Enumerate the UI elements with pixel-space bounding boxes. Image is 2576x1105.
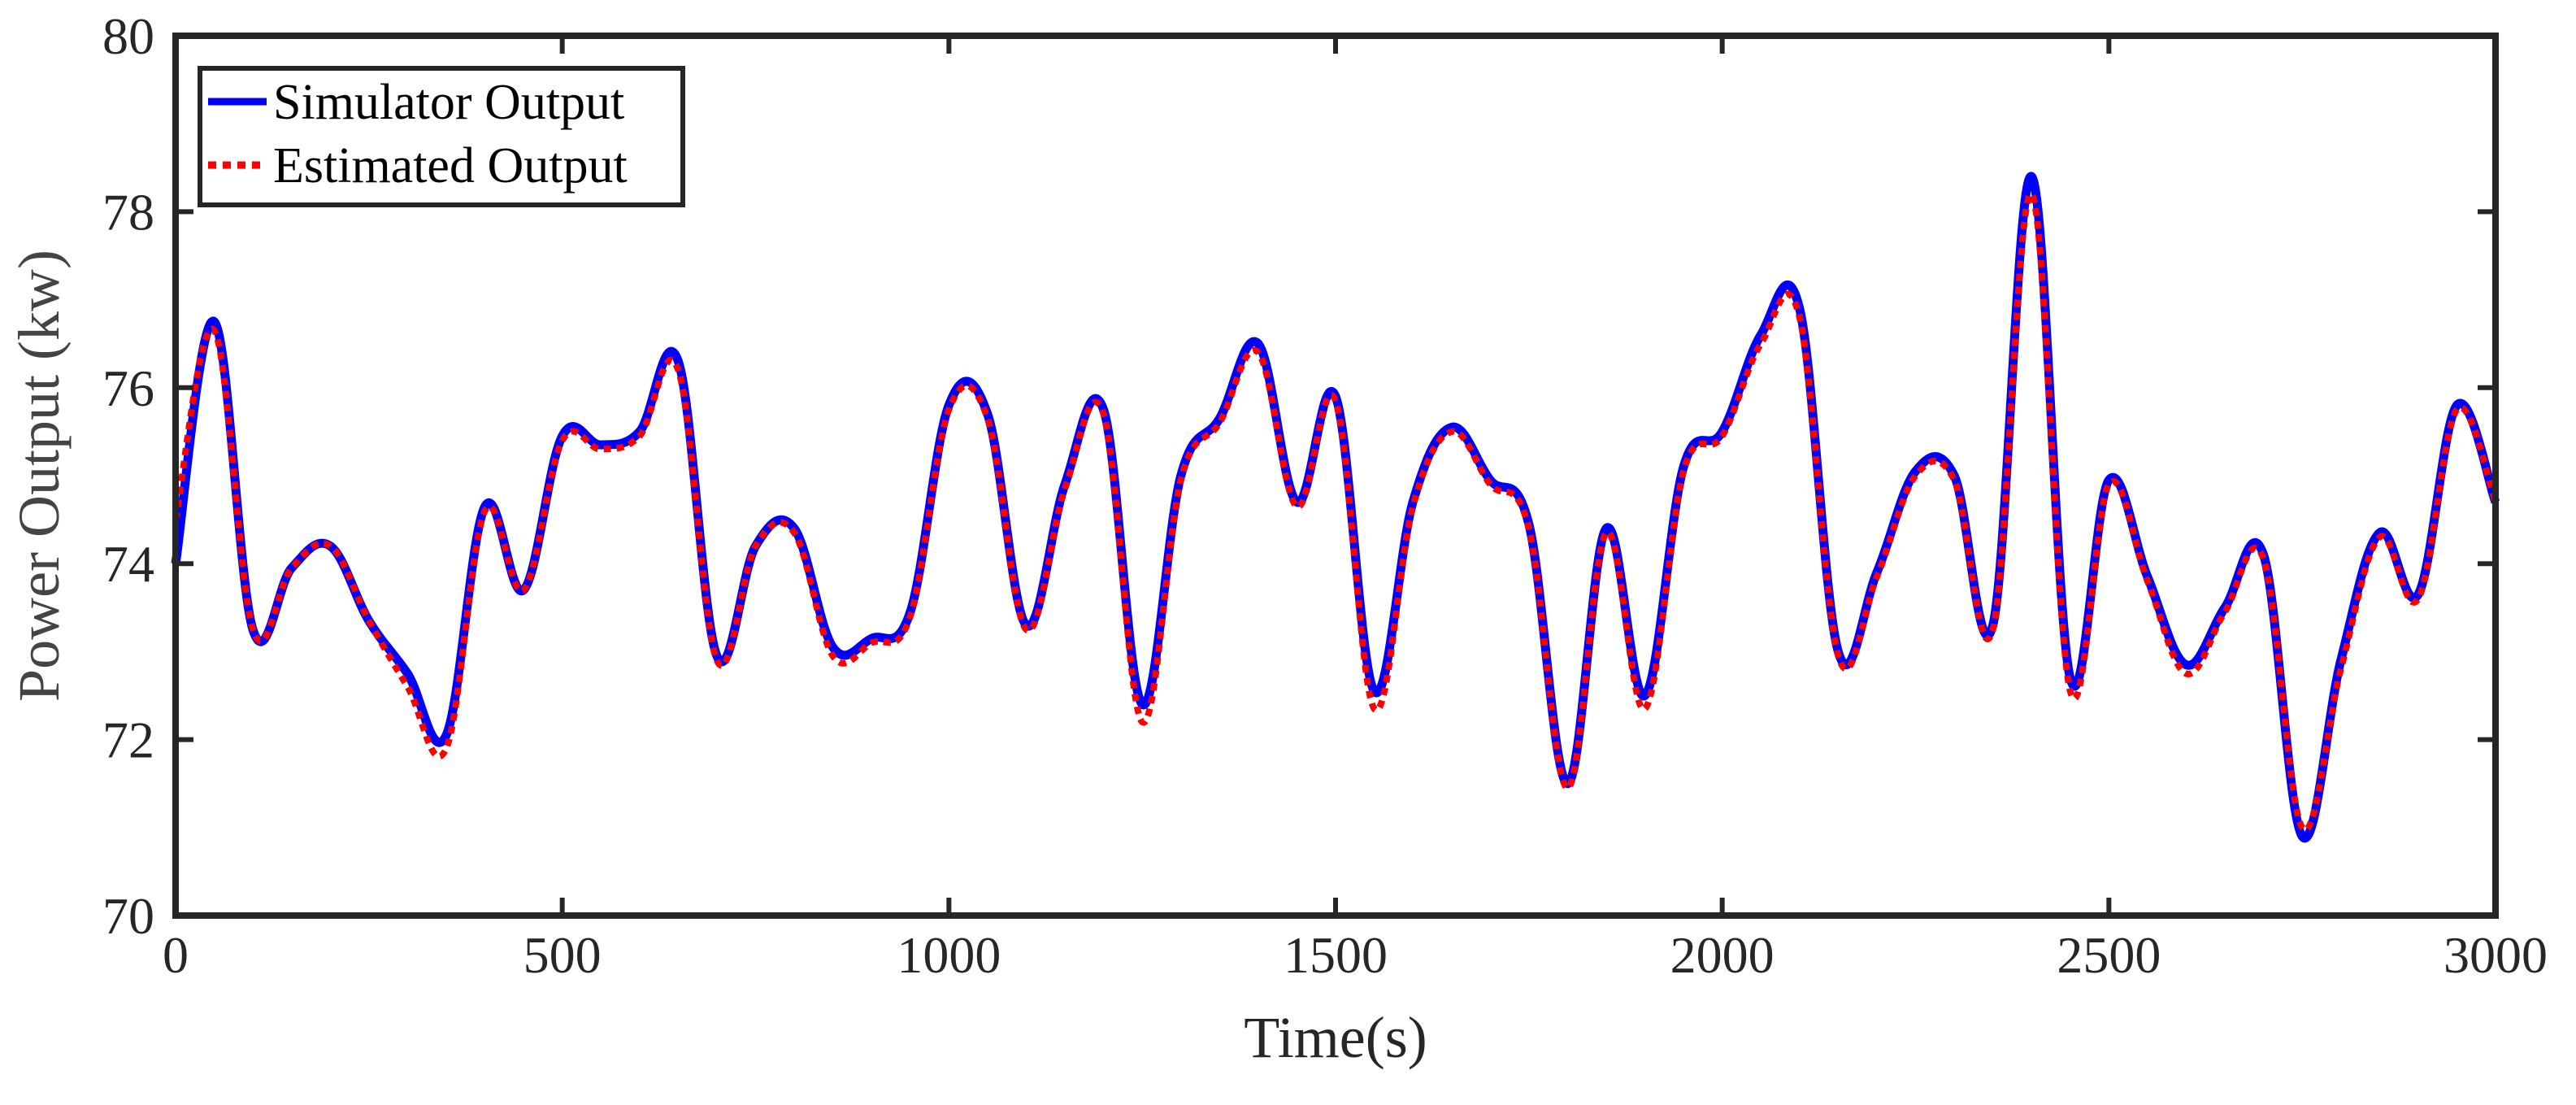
x-tick-label: 2000: [1670, 926, 1775, 984]
series-estimated-output: [172, 190, 2499, 833]
x-tick-label: 2500: [2057, 926, 2161, 984]
y-tick-label: 72: [102, 711, 154, 769]
y-axis-label: Power Output (kw): [7, 250, 72, 702]
x-tick-label: 500: [523, 926, 602, 984]
y-tick-label: 74: [102, 535, 154, 593]
x-tick-label: 0: [163, 926, 189, 984]
legend-box: [198, 66, 685, 207]
x-tick-label: 1000: [897, 926, 1001, 984]
x-tick-label: 3000: [2444, 926, 2548, 984]
x-axis-ticks: 0 500 1000 1500 2000 2500 3000: [163, 36, 2548, 984]
legend-label-simulator: Simulator Output: [273, 75, 624, 130]
y-tick-label: 70: [102, 887, 154, 945]
legend-label-estimated: Estimated Output: [273, 138, 628, 194]
y-tick-label: 76: [102, 359, 154, 417]
y-axis-ticks: 70 72 74 76 78 80: [102, 7, 2496, 945]
y-tick-label: 80: [102, 7, 154, 65]
y-tick-label: 78: [102, 183, 154, 241]
legend: Simulator Output Estimated Output: [198, 66, 685, 207]
x-tick-label: 1500: [1284, 926, 1388, 984]
series-layer: [171, 172, 2500, 843]
x-axis-label: Time(s): [1244, 1005, 1427, 1070]
